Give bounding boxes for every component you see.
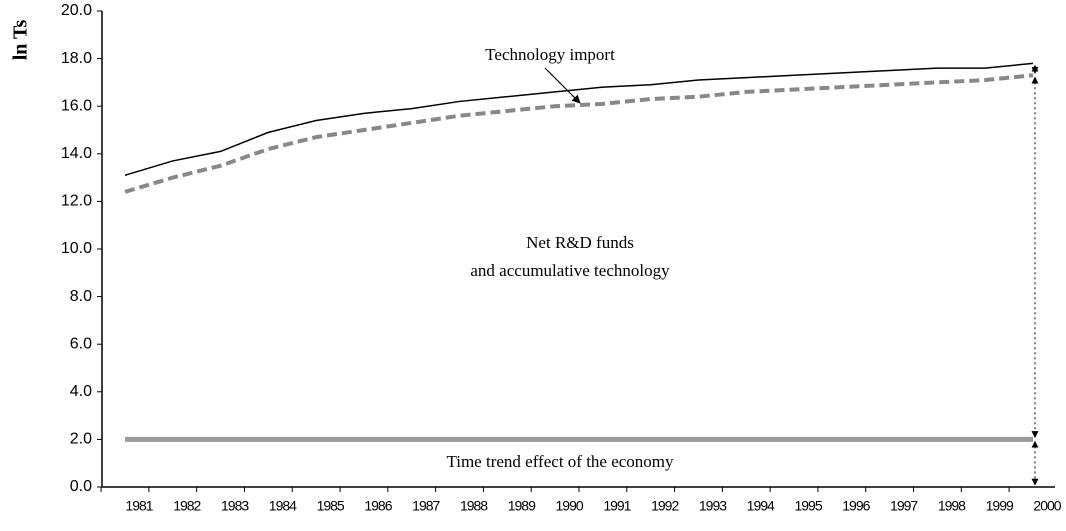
x-tick-label: 1991 xyxy=(603,498,631,514)
x-tick-label: 1984 xyxy=(269,498,297,514)
y-tick-label: 8.0 xyxy=(70,288,92,305)
annotation: Time trend effect of the economy xyxy=(446,452,674,471)
annotation: Net R&D funds xyxy=(526,233,634,252)
series-line xyxy=(124,73,1034,194)
x-tick-label: 1994 xyxy=(747,498,775,514)
x-tick-label: 1992 xyxy=(651,498,679,514)
x-tick-label: 1987 xyxy=(412,498,440,514)
y-axis-label: ln Ts xyxy=(10,19,32,60)
y-tick-label: 12.0 xyxy=(61,193,92,210)
x-tick-label: 1988 xyxy=(460,498,488,514)
series-line xyxy=(124,62,1034,176)
x-tick-label: 1985 xyxy=(317,498,345,514)
y-tick-label: 20.0 xyxy=(61,2,92,19)
x-tick-label: 1986 xyxy=(364,498,392,514)
y-tick-label: 18.0 xyxy=(61,50,92,67)
x-tick-label: 1997 xyxy=(890,498,918,514)
x-tick-label: 1993 xyxy=(699,498,727,514)
y-tick-label: 10.0 xyxy=(61,240,92,257)
y-tick-label: 0.0 xyxy=(70,478,92,495)
y-tick-label: 16.0 xyxy=(61,97,92,114)
y-tick-label: 14.0 xyxy=(61,145,92,162)
annotation-arrow xyxy=(544,67,581,104)
x-tick-label: 1999 xyxy=(986,498,1014,514)
x-tick-label: 1983 xyxy=(221,498,249,514)
x-tick-label: 1981 xyxy=(125,498,153,514)
x-tick-label: 1996 xyxy=(842,498,870,514)
x-tick-label: 1998 xyxy=(938,498,966,514)
x-tick-label: 2000 xyxy=(1033,498,1061,514)
x-tick-label: 1990 xyxy=(556,498,584,514)
x-tick-label: 1995 xyxy=(794,498,822,514)
annotation: and accumulative technology xyxy=(470,261,670,280)
x-tick-label: 1982 xyxy=(173,498,201,514)
x-tick-label: 1989 xyxy=(508,498,536,514)
annotation: Technology import xyxy=(485,45,615,64)
y-tick-label: 4.0 xyxy=(70,383,92,400)
y-tick-label: 6.0 xyxy=(70,335,92,352)
y-tick-label: 2.0 xyxy=(70,431,92,448)
